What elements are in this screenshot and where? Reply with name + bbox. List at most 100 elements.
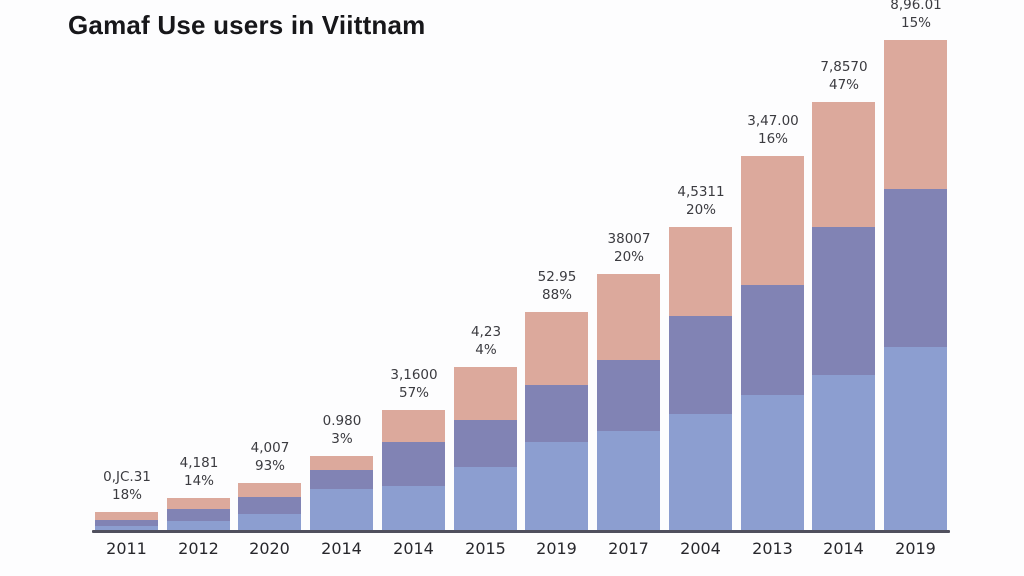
bar-2011-0: 0,JC.31 18% [95,469,158,530]
x-tick-label: 2012 [178,539,219,558]
bar-value: 4,5311 [677,184,725,201]
bar-value: 4,181 [179,455,219,472]
bar-percent: 88% [541,287,572,304]
bar-value-label: 4,181 14% [144,455,254,491]
bar-value-label: 52.95 88% [502,269,612,305]
bar-value: 4,007 [250,440,290,457]
bar-percent: 20% [685,202,716,219]
x-tick-label: 2014 [321,539,362,558]
bar-percent: 20% [613,249,644,266]
bar-value-label: 4,5311 20% [646,184,756,220]
x-axis-labels: 2011 2012 2020 2014 2014 2015 2019 2017 2004 2013… [95,539,947,563]
top-segment [812,102,875,227]
top-segment [382,410,445,442]
middle-segment [382,442,445,486]
top-segment [454,367,517,420]
bottom-segment [884,347,947,530]
middle-segment [812,227,875,375]
top-segment [884,40,947,189]
middle-segment [238,497,301,514]
bar-percent: 47% [828,77,859,94]
top-segment [597,274,660,360]
middle-segment [310,470,373,489]
x-tick-label: 2014 [823,539,864,558]
bar-value: 0.980 [322,413,362,430]
bar-percent: 3% [331,431,353,448]
bar-value: 3,47.00 [747,113,799,130]
bar-value-label: 8,96.01 15% [861,0,971,33]
middle-segment [597,360,660,431]
bar-percent: 18% [111,487,142,504]
bottom-segment [741,395,804,530]
bottom-segment [525,442,588,530]
middle-segment [454,420,517,467]
middle-segment [669,316,732,414]
bar-value-label: 0.980 3% [287,413,397,449]
middle-segment [884,189,947,347]
bottom-segment [382,486,445,530]
bar-percent: 15% [900,15,931,32]
bottom-segment [310,489,373,530]
bottom-segment [95,526,158,530]
x-tick-label: 2017 [608,539,649,558]
x-tick-label: 2019 [536,539,577,558]
bottom-segment [597,431,660,530]
top-segment [238,483,301,497]
bar-value-label: 0,JC.31 18% [72,469,182,505]
bar-2020-2: 4,007 93% [238,440,301,530]
bar-2017-7: 38007 20% [597,231,660,530]
top-segment [95,512,158,520]
bar-value: 38007 [607,231,651,248]
chart-title: Gamaf Use users in Viittnam [68,10,426,40]
bottom-segment [669,414,732,530]
bar-2014-3: 0.980 3% [310,413,373,530]
x-tick-label: 2013 [752,539,793,558]
bar-2019-6: 52.95 88% [525,269,588,530]
bar-2015-5: 4,23 4% [454,324,517,530]
bar-2004-8: 4,5311 20% [669,184,732,530]
bar-percent: 16% [757,131,788,148]
middle-segment [167,509,230,521]
x-tick-label: 2014 [393,539,434,558]
bar-value-label: 4,007 93% [215,440,325,476]
bottom-segment [812,375,875,530]
bar-value: 0,JC.31 [103,469,151,486]
top-segment [167,498,230,509]
middle-segment [741,285,804,395]
bar-2014-10: 7,8570 47% [812,59,875,530]
top-segment [525,312,588,385]
bar-value: 7,8570 [820,59,868,76]
bar-percent: 57% [398,385,429,402]
x-tick-label: 2011 [106,539,147,558]
top-segment [741,156,804,285]
bar-percent: 4% [475,342,497,359]
x-axis-line [92,530,950,533]
bar-value: 8,96.01 [890,0,942,14]
bar-value-label: 3,47.00 16% [718,113,828,149]
plot-area: 0,JC.31 18% 4,181 14% 4,007 93% 0.980 3% 3,1600 5… [92,0,950,533]
bar-2012-1: 4,181 14% [167,455,230,530]
bar-value: 4,23 [470,324,502,341]
x-tick-label: 2015 [465,539,506,558]
x-tick-label: 2004 [680,539,721,558]
bar-2014-4: 3,1600 57% [382,367,445,530]
bar-percent: 14% [183,473,214,490]
bottom-segment [238,514,301,530]
bar-percent: 93% [254,458,285,475]
bottom-segment [454,467,517,530]
top-segment [669,227,732,316]
middle-segment [525,385,588,442]
bar-value-label: 7,8570 47% [789,59,899,95]
middle-segment [95,520,158,526]
bar-value: 52.95 [537,269,577,286]
bar-2013-9: 3,47.00 16% [741,113,804,530]
bar-value-label: 3,1600 57% [359,367,469,403]
x-tick-label: 2019 [895,539,936,558]
bar-value-label: 38007 20% [574,231,684,267]
top-segment [310,456,373,470]
bar-value: 3,1600 [390,367,438,384]
bar-2019-11: 8,96.01 15% [884,0,947,530]
bottom-segment [167,521,230,530]
x-tick-label: 2020 [249,539,290,558]
